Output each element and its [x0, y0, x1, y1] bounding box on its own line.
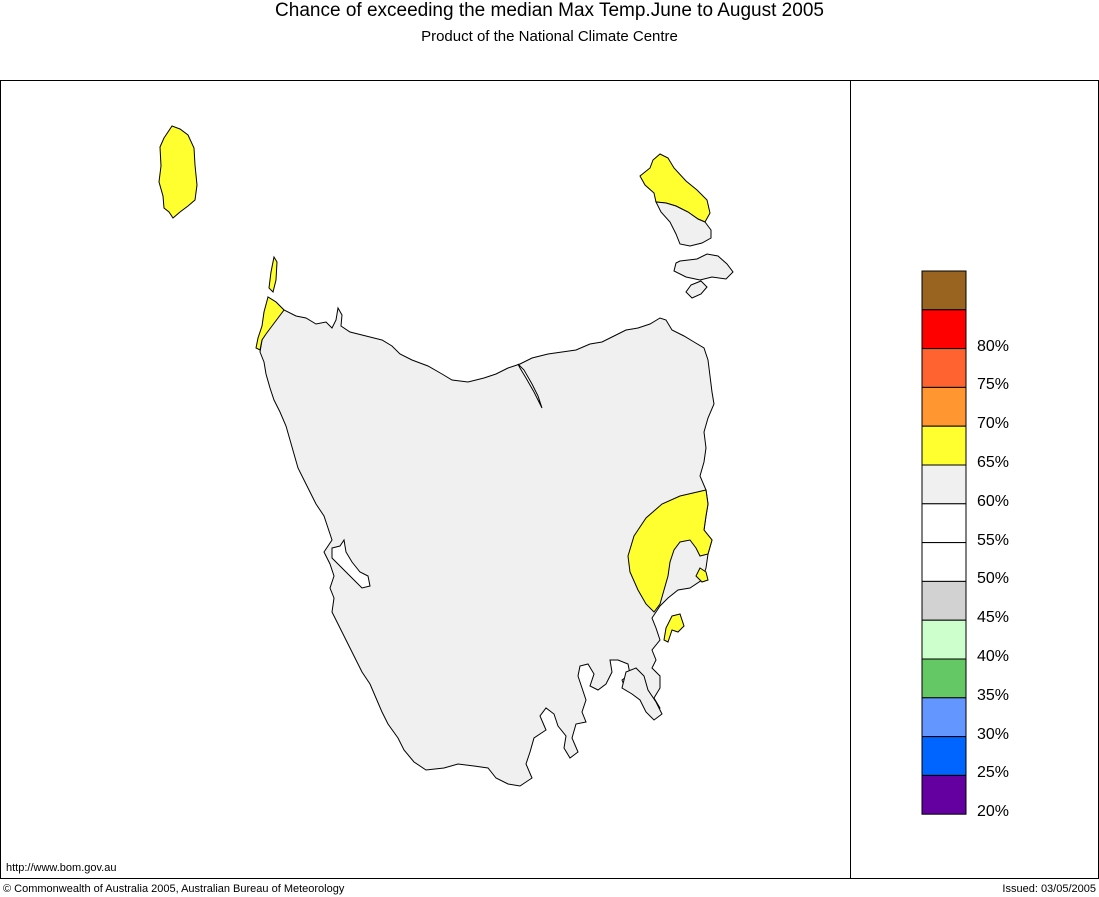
legend-label: 45% — [977, 609, 1010, 627]
legend-swatch — [921, 619, 967, 660]
legend-label: 80% — [977, 337, 1010, 355]
legend-swatch — [921, 464, 967, 505]
legend-swatch — [921, 774, 967, 815]
clarke-island — [685, 280, 708, 299]
legend-label: 30% — [977, 725, 1010, 743]
legend-swatch — [921, 348, 967, 388]
legend-swatch — [921, 736, 967, 776]
legend-label: 50% — [977, 570, 1010, 588]
legend-label: 40% — [977, 648, 1010, 665]
map-subtitle: Product of the National Climate Centre — [421, 28, 678, 45]
legend-swatches — [921, 270, 967, 815]
maria-island — [663, 613, 685, 643]
hunter-island — [268, 255, 278, 293]
legend-swatch — [921, 309, 967, 350]
legend-swatch — [921, 503, 967, 544]
flinders-island-south — [655, 201, 712, 247]
legend-label: 60% — [977, 492, 1010, 510]
website-url[interactable]: http://www.bom.gov.au — [6, 862, 117, 874]
legend-swatch — [921, 270, 967, 311]
tamar-inlet — [517, 363, 543, 409]
tasman-peninsula — [621, 667, 663, 721]
legend-swatch — [921, 386, 967, 427]
legend-divider — [850, 80, 851, 879]
legend-label: 70% — [977, 415, 1010, 433]
king-island — [158, 125, 198, 219]
northwest-yellow-strip — [255, 296, 285, 351]
legend-label: 55% — [977, 531, 1010, 549]
issued-date: Issued: 03/05/2005 — [1002, 883, 1096, 895]
legend-swatch — [921, 425, 967, 466]
legend-label: 75% — [977, 376, 1010, 394]
legend-swatch — [921, 580, 967, 621]
legend-label: 20% — [977, 803, 1010, 821]
legend-swatch — [921, 542, 967, 582]
legend-label: 25% — [977, 764, 1010, 782]
legend-label: 35% — [977, 686, 1010, 704]
map-title: Chance of exceeding the median Max Temp.… — [275, 0, 824, 21]
copyright-notice: © Commonwealth of Australia 2005, Austra… — [3, 883, 345, 895]
macquarie-harbour — [331, 538, 371, 589]
legend-label: 65% — [977, 454, 1010, 471]
legend-swatch — [921, 658, 967, 699]
cape-barren-island — [673, 253, 734, 281]
legend-swatch — [921, 697, 967, 738]
east-coast-yellow-region — [627, 489, 713, 613]
freycinet-yellow — [695, 567, 709, 583]
